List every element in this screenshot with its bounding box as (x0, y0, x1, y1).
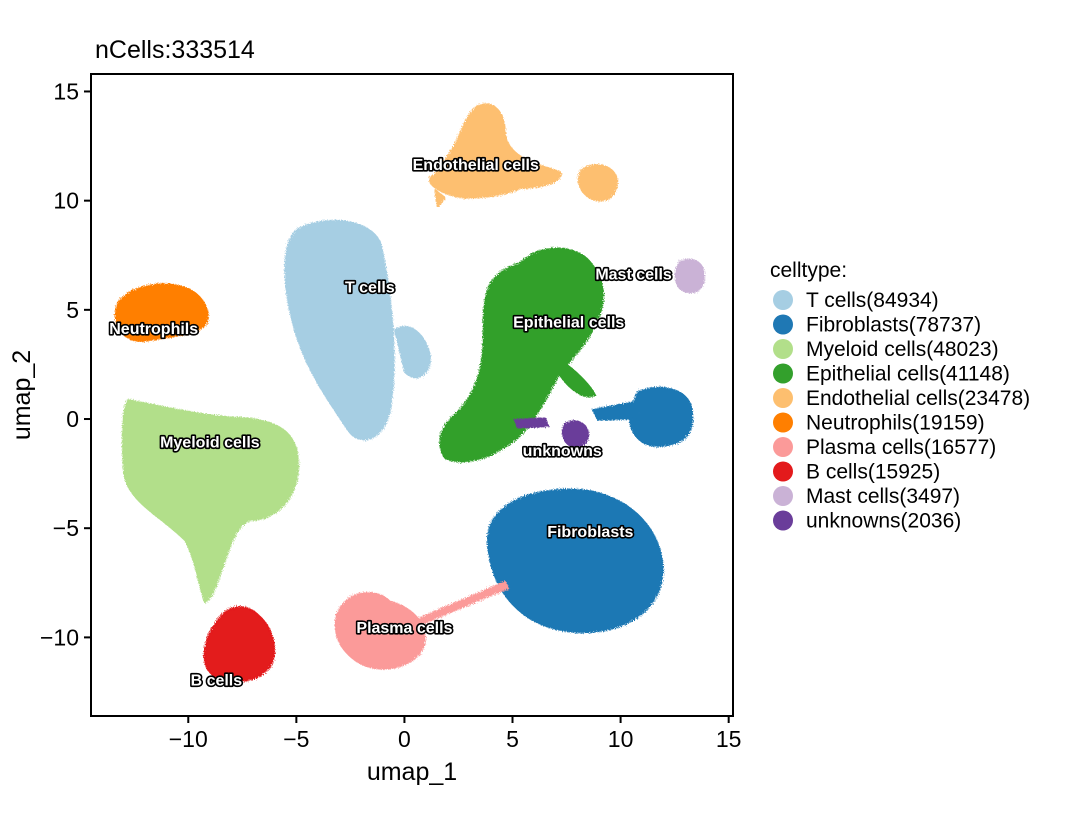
cluster-region-fibroblasts-1 (628, 386, 694, 448)
legend-swatch-plasma-cells (773, 437, 793, 457)
cluster-region-epithelial-cells-0 (439, 247, 604, 463)
cluster-label-endothelial-cells: Endothelial cells (413, 157, 539, 174)
x-tick-label: 0 (398, 726, 411, 752)
legend-entry-neutrophils: Neutrophils(19159) (806, 412, 985, 435)
cluster-region-fibroblasts-0 (486, 488, 664, 634)
legend-entry-plasma-cells: Plasma cells(16577) (806, 436, 996, 459)
legend-swatch-epithelial-cells (773, 363, 793, 384)
cluster-clouds (114, 103, 706, 684)
cluster-region-endothelial-cells-0 (428, 103, 562, 199)
cluster-label-t-cells: T cells (345, 279, 395, 296)
cluster-endothelial-cells (428, 103, 619, 209)
cluster-label-neutrophils: Neutrophils (109, 321, 198, 338)
cluster-region-unknowns-0 (561, 420, 590, 448)
cluster-label-fibroblasts: Fibroblasts (547, 524, 633, 541)
legend-swatch-myeloid-cells (773, 339, 793, 359)
cluster-region-t-cells-0 (284, 219, 395, 441)
x-tick-label: 10 (608, 726, 634, 752)
cluster-fibroblasts (486, 386, 694, 634)
cluster-region-plasma-cells-1 (418, 580, 510, 626)
y-tick-label: −5 (53, 515, 79, 541)
x-tick-label: 15 (716, 726, 742, 752)
cluster-mast-cells (674, 258, 706, 294)
legend-entry-myeloid-cells: Myeloid cells(48023) (806, 338, 999, 361)
cluster-neutrophils (114, 283, 209, 342)
cluster-region-endothelial-cells-2 (433, 187, 447, 209)
cluster-labels: T cells Fibroblasts Myeloid cells Epithelia… (108, 155, 674, 691)
cluster-region-myeloid-cells-0 (121, 398, 300, 604)
x-tick-label: 5 (506, 726, 519, 752)
cluster-region-plasma-cells-0 (334, 592, 427, 670)
y-tick-label: −10 (40, 624, 79, 650)
cluster-region-epithelial-cells-1 (559, 358, 597, 398)
x-axis-label: umap_1 (367, 758, 457, 786)
legend-swatch-mast-cells (773, 486, 793, 506)
cluster-region-t-cells-1 (393, 325, 432, 379)
cluster-region-unknowns-1 (513, 416, 550, 430)
legend-entry-endothelial-cells: Endothelial cells(23478) (806, 387, 1030, 410)
cluster-epithelial-cells (439, 247, 604, 463)
legend-swatch-endothelial-cells (773, 388, 793, 408)
x-tick-label: −10 (169, 726, 208, 752)
cluster-label-epithelial-cells: Epithelial cells (513, 314, 624, 331)
legend-swatch-fibroblasts (773, 314, 793, 335)
y-tick-label: 0 (66, 406, 79, 432)
y-tick-label: 10 (53, 188, 79, 214)
legend-entry-mast-cells: Mast cells(3497) (806, 485, 960, 508)
cluster-myeloid-cells (121, 398, 300, 604)
y-tick-label: 15 (53, 78, 79, 104)
plot-panel-border (90, 73, 734, 717)
cluster-label-mast-cells: Mast cells (595, 266, 672, 283)
legend-entry-b-cells: B cells(15925) (806, 461, 940, 484)
cluster-label-myeloid-cells: Myeloid cells (160, 434, 260, 451)
y-axis-ticks: −10 −5 0 5 10 15 (40, 78, 91, 650)
legend-entry-unknowns: unknowns(2036) (806, 510, 961, 533)
legend-title: celltype: (770, 259, 847, 282)
legend-entry-t-cells: T cells(84934) (806, 289, 939, 312)
cluster-label-b-cells: B cells (191, 672, 243, 689)
legend-entry-epithelial-cells: Epithelial cells(41148) (806, 363, 1010, 386)
cluster-plasma-cells (334, 580, 510, 670)
x-tick-label: −5 (283, 726, 309, 752)
legend: celltype: T cells(84934)Fibroblasts(7873… (770, 259, 1030, 533)
cluster-region-b-cells-0 (203, 606, 276, 684)
legend-swatch-unknowns (773, 510, 793, 531)
x-axis-ticks: −10 −5 0 5 10 15 (169, 716, 742, 752)
cluster-label-plasma-cells: Plasma cells (356, 620, 452, 637)
cluster-region-mast-cells-0 (674, 258, 706, 294)
legend-swatch-neutrophils (773, 412, 793, 433)
legend-entry-fibroblasts: Fibroblasts(78737) (806, 314, 981, 337)
cluster-unknowns (513, 416, 590, 448)
legend-swatch-b-cells (773, 461, 793, 482)
cluster-b-cells (203, 606, 276, 684)
chart-title: nCells:333514 (95, 36, 255, 64)
cluster-region-neutrophils-0 (114, 283, 209, 342)
y-axis-label: umap_2 (8, 350, 36, 440)
cluster-label-unknowns: unknowns (523, 443, 602, 460)
cluster-region-endothelial-cells-1 (577, 164, 619, 202)
cluster-region-fibroblasts-2 (591, 400, 642, 422)
legend-swatch-t-cells (773, 290, 793, 310)
y-tick-label: 5 (66, 297, 79, 323)
cluster-t-cells (284, 219, 432, 441)
